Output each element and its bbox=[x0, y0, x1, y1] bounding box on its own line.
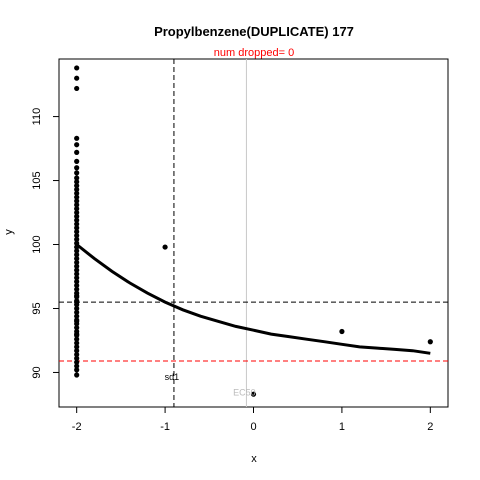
data-point bbox=[74, 179, 80, 185]
data-point bbox=[74, 267, 80, 273]
data-point bbox=[74, 158, 80, 164]
y-tick-label: 95 bbox=[31, 302, 43, 314]
data-point bbox=[74, 175, 80, 181]
data-point bbox=[74, 186, 80, 193]
data-point bbox=[74, 309, 80, 315]
x-tick-label: 1 bbox=[339, 421, 345, 433]
data-point bbox=[74, 336, 80, 342]
data-point bbox=[74, 240, 80, 246]
data-point bbox=[74, 271, 80, 277]
data-point bbox=[74, 318, 80, 324]
data-point bbox=[74, 209, 80, 216]
plot-frame bbox=[58, 58, 449, 408]
data-point bbox=[74, 244, 80, 250]
y-tick-label: 90 bbox=[31, 366, 43, 378]
data-point bbox=[74, 202, 80, 208]
data-point bbox=[74, 275, 80, 281]
chart-subtitle: num dropped= 0 bbox=[214, 47, 294, 59]
data-point bbox=[74, 351, 80, 358]
data-point bbox=[74, 65, 80, 71]
chart-title: Propylbenzene(DUPLICATE) 177 bbox=[154, 24, 354, 39]
data-point bbox=[74, 149, 80, 155]
data-point bbox=[74, 165, 80, 171]
data-point bbox=[74, 248, 80, 254]
data-point bbox=[74, 355, 80, 361]
x-tick-label: -2 bbox=[72, 421, 82, 433]
y-axis-label: y bbox=[3, 229, 15, 235]
x-tick-label: 2 bbox=[427, 421, 433, 433]
data-point bbox=[74, 194, 80, 200]
data-point bbox=[74, 367, 80, 373]
data-point bbox=[74, 170, 80, 176]
data-point bbox=[74, 344, 80, 350]
data-point bbox=[74, 293, 80, 299]
y-tick-label: 105 bbox=[31, 171, 43, 189]
data-point bbox=[74, 217, 80, 223]
data-point bbox=[339, 328, 345, 335]
data-point bbox=[74, 359, 80, 365]
data-point bbox=[427, 339, 433, 345]
data-point bbox=[74, 286, 80, 292]
data-point bbox=[74, 221, 80, 227]
data-point bbox=[74, 313, 80, 319]
data-point bbox=[74, 135, 80, 141]
data-point bbox=[74, 183, 80, 189]
data-point bbox=[74, 255, 80, 262]
data-point bbox=[74, 363, 80, 369]
data-point bbox=[74, 190, 80, 196]
data-point bbox=[74, 299, 80, 305]
data-point bbox=[74, 252, 80, 258]
x-tick-label: -1 bbox=[160, 421, 170, 433]
data-point bbox=[74, 263, 80, 269]
data-point bbox=[74, 213, 80, 219]
data-point bbox=[74, 225, 80, 231]
data-point bbox=[74, 206, 80, 212]
data-point bbox=[74, 348, 80, 354]
data-point bbox=[74, 142, 80, 148]
data-point bbox=[74, 340, 80, 346]
data-point bbox=[74, 198, 80, 204]
data-point bbox=[250, 391, 257, 397]
data-point bbox=[74, 279, 80, 285]
y-tick-label: 110 bbox=[31, 108, 43, 126]
data-point bbox=[74, 85, 80, 92]
x-axis-label: x bbox=[251, 453, 257, 465]
data-point bbox=[74, 232, 80, 239]
data-point bbox=[74, 305, 80, 312]
x-tick-label: 0 bbox=[250, 421, 256, 433]
data-point bbox=[74, 229, 80, 235]
annotation-label: EC50 bbox=[233, 387, 256, 397]
data-point bbox=[74, 236, 80, 242]
fit-curve bbox=[75, 243, 431, 355]
data-point bbox=[74, 282, 80, 289]
data-point bbox=[74, 259, 80, 266]
y-tick-label: 100 bbox=[31, 235, 43, 253]
data-point bbox=[162, 244, 168, 250]
data-point bbox=[74, 372, 80, 378]
annotation-label: sd1 bbox=[165, 372, 180, 382]
data-point bbox=[74, 331, 80, 337]
data-point bbox=[74, 325, 80, 331]
data-point bbox=[74, 75, 80, 81]
